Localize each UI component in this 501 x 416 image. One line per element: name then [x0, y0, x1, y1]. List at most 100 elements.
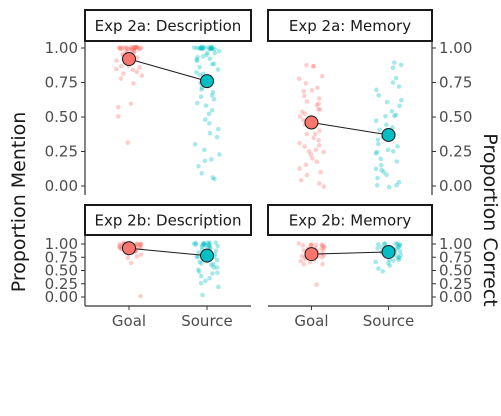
data-point-source — [208, 46, 214, 52]
data-point-source — [217, 152, 222, 157]
data-point-source — [384, 99, 390, 105]
data-point-source — [375, 246, 380, 251]
data-point-goal — [117, 244, 122, 250]
data-point-source — [378, 156, 384, 162]
data-point-source — [394, 182, 399, 188]
data-point-goal — [130, 67, 136, 73]
data-point-source — [399, 97, 404, 103]
data-point-goal — [118, 76, 124, 81]
data-point-goal — [137, 46, 143, 52]
data-point-source — [396, 257, 402, 263]
data-point-source — [205, 240, 211, 246]
data-point-goal — [316, 137, 321, 143]
data-point-goal — [131, 81, 136, 86]
data-point-source — [375, 141, 381, 147]
data-point-source — [209, 45, 214, 51]
data-point-goal — [316, 96, 322, 101]
data-point-source — [209, 45, 214, 51]
data-point-source — [390, 80, 396, 85]
data-point-source — [200, 45, 206, 50]
mean-connector-line — [128, 247, 208, 257]
data-point-source — [206, 44, 212, 50]
data-point-goal — [303, 162, 309, 167]
data-point-goal — [301, 88, 307, 94]
data-point-goal — [321, 244, 327, 250]
data-point-source — [393, 75, 399, 81]
data-point-source — [209, 108, 215, 113]
y-tick-label: 0.50 — [45, 262, 78, 280]
data-point-source — [196, 267, 201, 272]
data-point-goal — [137, 242, 143, 248]
data-point-source — [214, 134, 220, 140]
mean-connector-line — [128, 58, 208, 82]
data-point-source — [373, 166, 379, 172]
data-point-goal — [309, 88, 315, 93]
data-point-source — [191, 45, 197, 50]
data-point-goal — [316, 143, 322, 148]
data-point-goal — [131, 44, 137, 50]
data-point-source — [199, 261, 204, 266]
y-tick-label: 0.25 — [439, 275, 472, 293]
data-point-source — [209, 93, 215, 98]
data-point-source — [194, 57, 199, 62]
data-point-goal — [125, 255, 131, 261]
data-point-goal — [131, 46, 136, 51]
data-point-source — [211, 61, 217, 67]
data-point-goal — [316, 101, 321, 106]
data-point-source — [398, 252, 404, 258]
data-point-goal — [296, 76, 302, 82]
mean-connector-line — [311, 251, 389, 255]
data-point-source — [207, 56, 213, 62]
data-point-source — [391, 60, 397, 65]
data-point-source — [212, 46, 217, 52]
data-point-goal — [306, 149, 312, 154]
y-tick-label: 0.50 — [439, 262, 472, 280]
panel-title: Exp 2a: Memory — [289, 17, 411, 35]
data-point-goal — [134, 254, 140, 259]
data-point-source — [376, 266, 381, 271]
data-point-source — [216, 284, 221, 290]
data-point-source — [211, 265, 217, 270]
data-point-goal — [315, 85, 320, 91]
x-tick-label-goal: Goal — [294, 312, 328, 330]
y-tick-label: 0.50 — [45, 108, 78, 126]
y-tick-label: 0.75 — [45, 74, 78, 92]
mean-point-goal — [304, 115, 319, 130]
data-point-goal — [115, 104, 121, 110]
data-point-goal — [134, 44, 139, 50]
data-point-source — [207, 275, 212, 281]
x-tick-label-goal: Goal — [112, 312, 146, 330]
data-point-source — [375, 175, 380, 181]
data-point-goal — [321, 247, 326, 252]
data-point-source — [200, 292, 205, 298]
y-tick-label: 0.75 — [45, 248, 78, 266]
data-point-source — [200, 242, 205, 248]
data-point-goal — [320, 243, 325, 248]
data-point-source — [192, 142, 198, 147]
data-point-source — [199, 46, 205, 52]
data-point-goal — [312, 131, 318, 137]
data-point-goal — [116, 45, 122, 51]
data-point-source — [207, 121, 212, 126]
panel-title: Exp 2b: Description — [95, 212, 242, 230]
data-point-source — [397, 248, 403, 254]
data-point-source — [201, 240, 207, 246]
data-point-source — [215, 243, 220, 249]
data-point-source — [205, 50, 210, 56]
data-point-source — [209, 262, 214, 268]
data-point-source — [196, 164, 201, 169]
data-point-source — [382, 241, 387, 247]
data-point-goal — [134, 241, 140, 247]
data-point-goal — [128, 260, 134, 266]
data-point-goal — [318, 169, 323, 175]
data-point-source — [211, 96, 217, 102]
data-point-source — [214, 265, 220, 270]
data-point-goal — [114, 66, 119, 72]
data-point-source — [199, 244, 205, 250]
data-point-goal — [302, 93, 307, 99]
data-point-goal — [308, 243, 313, 248]
data-point-source — [390, 148, 396, 154]
data-point-goal — [316, 107, 321, 112]
data-point-goal — [136, 46, 141, 52]
data-point-source — [198, 45, 203, 50]
